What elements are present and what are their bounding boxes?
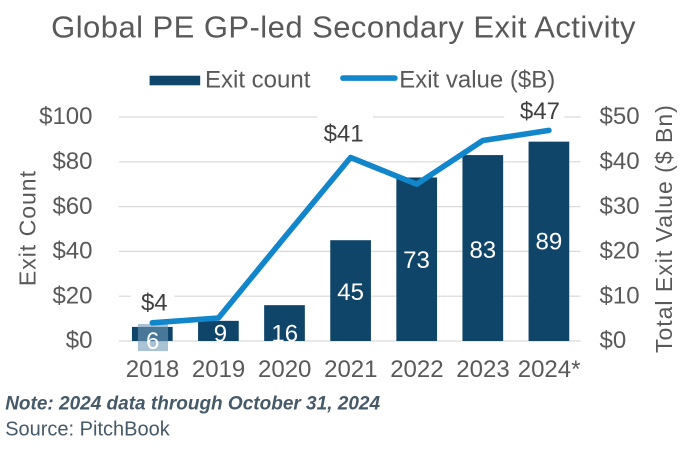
svg-text:Exit count: Exit count — [205, 66, 311, 93]
svg-text:2020: 2020 — [258, 356, 311, 383]
svg-text:2023: 2023 — [456, 356, 509, 383]
svg-text:$0: $0 — [66, 327, 93, 354]
svg-text:73: 73 — [403, 247, 430, 274]
svg-text:9: 9 — [214, 320, 227, 347]
svg-text:$60: $60 — [52, 193, 92, 220]
svg-text:$0: $0 — [600, 327, 627, 354]
svg-text:$30: $30 — [600, 193, 640, 220]
svg-text:2024*: 2024* — [518, 356, 581, 383]
svg-text:45: 45 — [337, 279, 364, 306]
svg-text:Global PE GP-led Secondary Exi: Global PE GP-led Secondary Exit Activity — [51, 10, 636, 45]
svg-text:Total Exit Value ($ Bn): Total Exit Value ($ Bn) — [651, 104, 677, 353]
svg-text:6: 6 — [146, 328, 159, 355]
svg-text:Source: PitchBook: Source: PitchBook — [5, 418, 171, 440]
svg-text:Exit value ($B): Exit value ($B) — [399, 66, 555, 93]
svg-text:$20: $20 — [600, 238, 640, 265]
svg-text:2018: 2018 — [126, 356, 179, 383]
svg-text:2021: 2021 — [324, 356, 377, 383]
svg-text:$10: $10 — [600, 282, 640, 309]
svg-text:$20: $20 — [52, 282, 92, 309]
svg-text:$4: $4 — [141, 290, 168, 317]
svg-text:Exit Count: Exit Count — [14, 170, 40, 286]
svg-text:83: 83 — [469, 237, 496, 264]
svg-text:2019: 2019 — [192, 356, 245, 383]
svg-text:$80: $80 — [52, 148, 92, 175]
svg-text:$47: $47 — [520, 98, 560, 125]
svg-text:$41: $41 — [324, 121, 364, 148]
svg-text:$100: $100 — [39, 103, 92, 130]
svg-text:$40: $40 — [600, 148, 640, 175]
svg-text:89: 89 — [536, 229, 563, 256]
svg-text:Note: 2024 data through Octobe: Note: 2024 data through October 31, 2024 — [5, 394, 380, 415]
svg-text:$40: $40 — [52, 238, 92, 265]
svg-text:16: 16 — [271, 320, 298, 347]
svg-text:2022: 2022 — [390, 356, 443, 383]
svg-text:$50: $50 — [600, 103, 640, 130]
